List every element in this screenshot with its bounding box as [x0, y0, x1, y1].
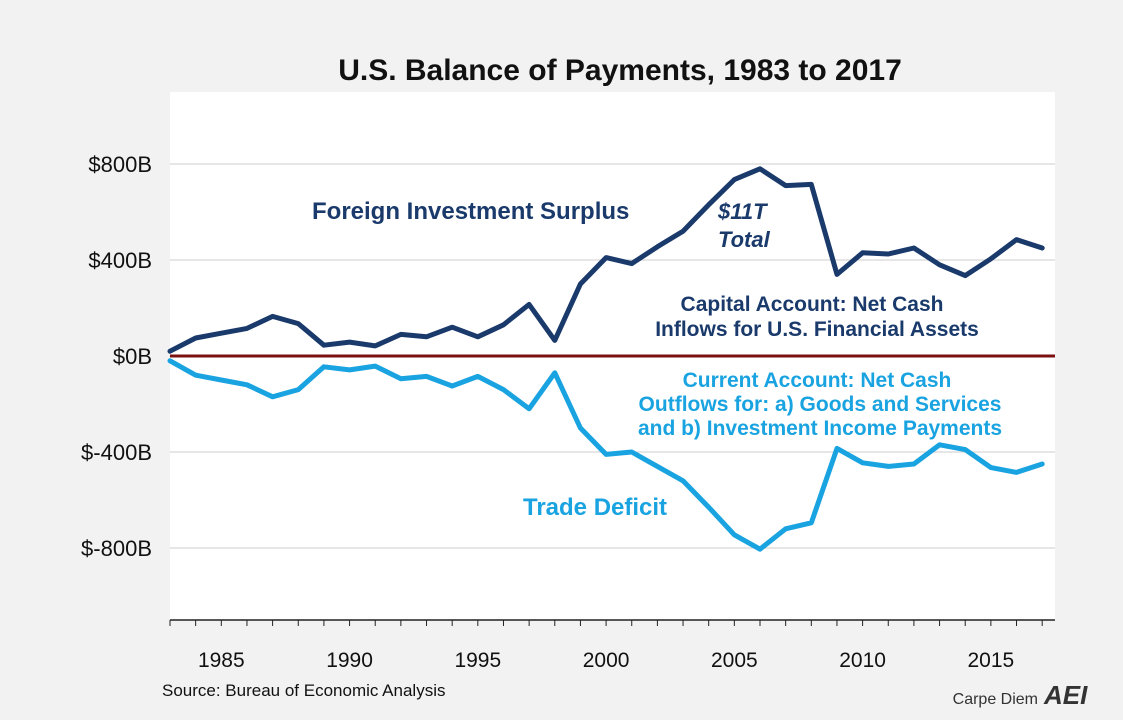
trade-deficit-annotation: Trade Deficit [523, 494, 667, 521]
chart-title: U.S. Balance of Payments, 1983 to 2017 [338, 54, 902, 87]
current-account-line1: Current Account: Net Cash [683, 369, 952, 392]
series-lines [167, 166, 1045, 552]
total-annotation-line1: $11T [717, 199, 768, 224]
y-tick-label: $-800B [81, 536, 152, 561]
series-line-0 [167, 166, 1045, 354]
capital-account-line1: Capital Account: Net Cash [681, 293, 944, 316]
series-line-1 [167, 358, 1045, 552]
x-tick-label: 1995 [454, 649, 501, 672]
capital-account-line2: Inflows for U.S. Financial Assets [655, 318, 979, 341]
x-tick-label: 2010 [839, 649, 886, 672]
x-tick-label: 1990 [326, 649, 373, 672]
x-tick-label: 2015 [968, 649, 1015, 672]
current-account-line3: and b) Investment Income Payments [638, 417, 1002, 440]
branding: Carpe Diem AEI [953, 680, 1088, 710]
y-tick-label: $400B [88, 248, 152, 273]
brand-text: Carpe Diem [953, 691, 1038, 708]
y-tick-label: $-400B [81, 440, 152, 465]
current-account-line2: Outflows for: a) Goods and Services [639, 393, 1002, 416]
annotations: Foreign Investment Surplus $11T Total Ca… [312, 198, 1002, 521]
surplus-annotation: Foreign Investment Surplus [312, 198, 629, 225]
total-annotation-line2: Total [718, 227, 771, 252]
x-tick-label: 2000 [583, 649, 630, 672]
x-tick-label: 1985 [198, 649, 245, 672]
x-axis-ticks: 1985 1990 1995 2000 2005 2010 2015 [169, 620, 1043, 672]
source-note: Source: Bureau of Economic Analysis [162, 681, 445, 700]
y-tick-label: $800B [88, 152, 152, 177]
x-tick-label: 2005 [711, 649, 758, 672]
y-axis-ticks: $800B $400B $0B $-400B $-800B [81, 152, 152, 561]
y-tick-label: $0B [113, 344, 152, 369]
aei-logo: AEI [1043, 680, 1088, 710]
